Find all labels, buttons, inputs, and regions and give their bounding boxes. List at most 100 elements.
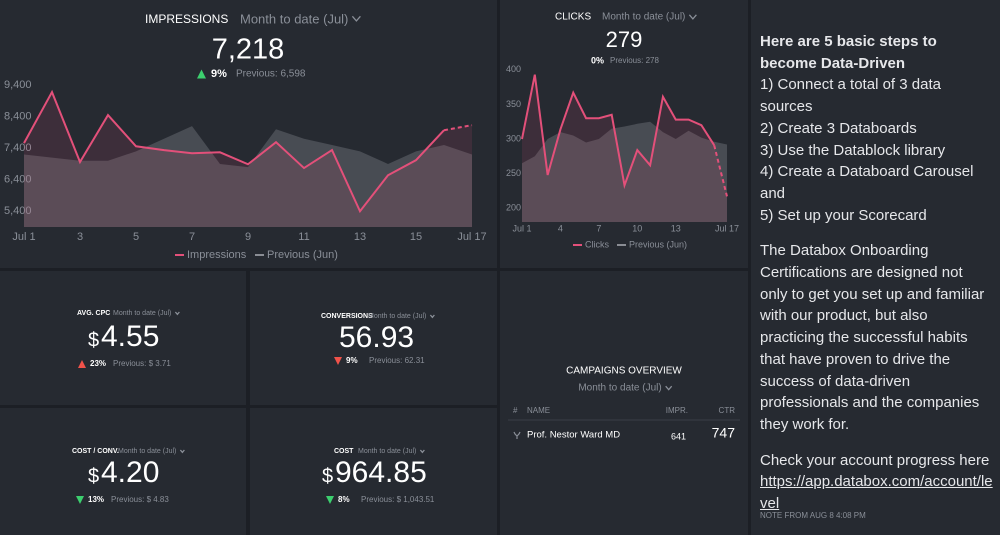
note-step: 2) Create 3 Databoards	[760, 119, 917, 137]
note: Here are 5 basic steps to become Data-Dr…	[760, 31, 994, 520]
x-tick-label: 7	[189, 231, 195, 243]
previous-area	[24, 126, 472, 227]
note-footer: NOTE FROM AUG 8 4:08 PM	[760, 511, 866, 520]
note-step: 3) Use the Datablock library	[760, 141, 946, 159]
note-step: 1) Connect a total of 3 data sources	[760, 76, 941, 116]
kpi-period: Month to date (Jul)	[118, 448, 176, 455]
row-icon	[513, 431, 521, 439]
dropdown-caret	[665, 385, 673, 391]
panel	[500, 271, 748, 535]
note-step: 5) Set up your Scorecard	[760, 206, 927, 224]
widget-previous: Previous: 6,598	[236, 69, 306, 80]
x-tick-label: 4	[558, 223, 563, 233]
legend-label: Impressions	[187, 249, 247, 261]
panel	[0, 271, 246, 405]
widget-value: 279	[606, 27, 643, 52]
kpi-previous: Previous: $ 3.71	[113, 359, 171, 368]
kpi-currency: $	[322, 465, 333, 487]
row-ctr: 747	[712, 425, 736, 441]
y-tick-label: 400	[506, 64, 521, 74]
y-tick-label: 9,400	[4, 79, 32, 91]
kpi-change: 23%	[90, 359, 106, 368]
series-line-partial	[713, 144, 728, 197]
note-body: The Databox Onboarding Certifications ar…	[760, 242, 985, 433]
panel	[0, 408, 246, 535]
y-tick-label: 250	[506, 168, 521, 178]
column-header: NAME	[527, 406, 550, 415]
legend-label: Clicks	[585, 239, 609, 249]
kpi-period: Month to date (Jul)	[368, 313, 426, 320]
kpi-previous: Previous: $ 1,043.51	[361, 495, 435, 504]
kpi-title: COST	[334, 448, 354, 455]
legend-label: Previous (Jun)	[629, 239, 687, 249]
series-area	[24, 92, 472, 227]
series-line	[521, 74, 716, 190]
x-tick-label: Jul 17	[457, 231, 486, 243]
kpi-change: 9%	[346, 356, 358, 365]
note-heading: Here are 5 basic steps to become Data-Dr…	[760, 33, 937, 72]
y-tick-label: 6,400	[4, 174, 32, 186]
trend-arrow	[197, 69, 206, 79]
x-tick-label: Jul 1	[12, 231, 35, 243]
dropdown-caret	[688, 14, 697, 20]
kpi-change: 13%	[88, 495, 104, 504]
y-tick-label: 7,400	[4, 142, 32, 154]
table-title: CAMPAIGNS OVERVIEW	[566, 366, 682, 377]
dropdown-caret	[429, 314, 435, 319]
note-step: 4) Create a Databoard Carousel and	[760, 163, 974, 202]
widget-period: Month to date (Jul)	[240, 11, 348, 26]
dropdown-caret	[174, 311, 180, 316]
widget-change: 0%	[591, 55, 604, 65]
kpi-title: CONVERSIONS	[321, 313, 373, 320]
kpi-period: Month to date (Jul)	[358, 448, 416, 455]
column-header: IMPR.	[666, 406, 688, 415]
note-link[interactable]: https://app.databox.com/account/level	[760, 473, 993, 513]
kpi-value: 56.93	[339, 321, 414, 354]
dropdown-caret	[179, 449, 185, 454]
note-progress: Check your account progress here	[760, 451, 990, 469]
panel	[0, 0, 497, 268]
trend-arrow	[326, 496, 334, 504]
y-tick-label: 300	[506, 133, 521, 143]
legend-label: Previous (Jun)	[267, 249, 338, 261]
y-tick-label: 200	[506, 203, 521, 213]
widget-change: 9%	[211, 68, 227, 80]
x-tick-label: 7	[596, 223, 601, 233]
widget-previous: Previous: 278	[610, 56, 659, 65]
series-line-partial	[443, 124, 473, 132]
previous-area	[522, 121, 727, 222]
panel	[751, 0, 1000, 535]
panel	[250, 408, 497, 535]
x-tick-label: 5	[133, 231, 139, 243]
x-tick-label: 9	[245, 231, 251, 243]
kpi-title: AVG. CPC	[77, 310, 110, 317]
y-tick-label: 5,400	[4, 205, 32, 217]
y-tick-label: 8,400	[4, 111, 32, 123]
column-header: CTR	[719, 406, 736, 415]
widget-period: Month to date (Jul)	[602, 12, 685, 23]
row-impressions: 641	[671, 431, 686, 441]
row-name: Prof. Nestor Ward MD	[527, 430, 620, 441]
dropdown-caret	[419, 449, 425, 454]
dropdown-caret	[351, 15, 361, 22]
column-header: #	[513, 406, 518, 415]
kpi-title: COST / CONV.	[72, 448, 119, 455]
kpi-previous: Previous: 62.31	[369, 356, 425, 365]
kpi-period: Month to date (Jul)	[113, 310, 171, 317]
x-tick-label: 10	[632, 223, 642, 233]
kpi-currency: $	[88, 329, 99, 351]
trend-arrow	[76, 496, 84, 504]
panel	[250, 271, 497, 405]
x-tick-label: Jul 17	[715, 223, 739, 233]
series-line	[23, 89, 445, 214]
trend-arrow	[334, 357, 342, 365]
y-tick-label: 350	[506, 99, 521, 109]
x-tick-label: 13	[354, 231, 366, 243]
kpi-value: 4.55	[101, 320, 159, 353]
kpi-previous: Previous: $ 4.83	[111, 495, 169, 504]
widget-title: IMPRESSIONS	[145, 12, 228, 26]
x-tick-label: Jul 1	[512, 223, 531, 233]
kpi-value: 4.20	[101, 456, 159, 489]
